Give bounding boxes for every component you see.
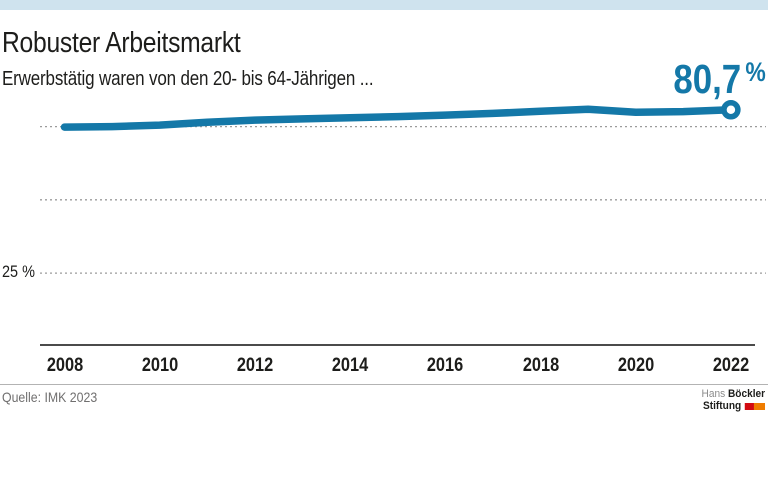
- end-value-label: 80,7%: [673, 50, 766, 101]
- end-value-number: 80,7: [673, 56, 742, 102]
- employment-rate-line: [60, 105, 735, 131]
- logo-name-regular: Hans: [701, 388, 728, 400]
- logo-name-bold: Böckler: [727, 388, 765, 400]
- logo-line2: Stiftung: [701, 399, 765, 413]
- top-accent-bar: [0, 0, 768, 10]
- footer-divider: [0, 384, 768, 385]
- hans-boeckler-logo: Hans Böckler Stiftung: [701, 388, 765, 413]
- logo-stiftung: Stiftung: [702, 399, 742, 412]
- end-value-unit: %: [745, 57, 766, 87]
- chart-subtitle: Erwerbstätig waren von den 20- bis 64-Jä…: [2, 68, 374, 90]
- logo-flag-red: [744, 402, 754, 410]
- y-axis-label-25: 25 %: [2, 262, 35, 281]
- source-note: Quelle: IMK 2023: [2, 389, 98, 405]
- logo-flag-icon: [744, 402, 765, 410]
- logo-flag-orange: [753, 402, 765, 410]
- page-title: Robuster Arbeitsmarkt: [2, 27, 241, 59]
- logo-line1: Hans Böckler: [701, 388, 765, 401]
- end-point-marker: [721, 100, 741, 120]
